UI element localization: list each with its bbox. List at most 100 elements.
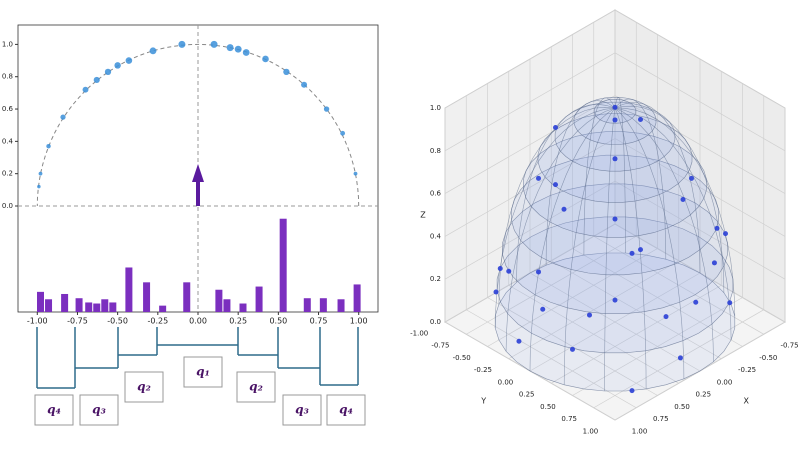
y-tick-label: 0.6 (2, 105, 14, 113)
dome-meridian (604, 107, 616, 392)
z-tick-label: 0.0 (430, 318, 441, 326)
z-tick-label: 0.2 (430, 275, 441, 283)
arrow-head (192, 164, 204, 182)
point (226, 44, 234, 52)
point (38, 171, 43, 176)
bar (85, 302, 93, 312)
dome-meridian (614, 107, 685, 379)
grid-line (444, 180, 616, 280)
q-box (326, 394, 366, 426)
point-3d (506, 268, 512, 274)
point-3d (612, 117, 618, 123)
z-tick-label: 0.4 (430, 232, 442, 240)
point (234, 45, 242, 53)
y-tick-label: -0.75 (431, 342, 449, 350)
point-3d (540, 306, 546, 312)
dome-meridian (614, 96, 626, 254)
z-tick-label: 0.8 (430, 147, 441, 155)
point (353, 171, 358, 176)
point-3d (612, 216, 618, 222)
bar (215, 289, 223, 312)
y-tick-label: -1.00 (410, 329, 428, 337)
point-3d (629, 388, 635, 394)
point (149, 47, 157, 55)
point (178, 40, 186, 48)
dome-meridian (494, 107, 616, 329)
q-box (183, 356, 223, 388)
bar (45, 299, 53, 312)
point (340, 130, 346, 136)
grid-line (614, 52, 786, 152)
dome-meridian (516, 103, 616, 283)
y-tick-label: -0.25 (474, 366, 492, 374)
q-box (79, 394, 119, 426)
bar (239, 303, 247, 312)
x-tick-label: 0.50 (674, 403, 690, 411)
point-3d (561, 206, 567, 212)
y-tick-label: 0.25 (519, 391, 535, 399)
dome-meridian (614, 107, 732, 340)
point-3d (612, 104, 618, 110)
point (283, 68, 290, 76)
point-3d (723, 231, 728, 237)
grid-line (529, 272, 701, 372)
q-label: q₁ (196, 365, 210, 379)
dome-meridian (545, 100, 616, 266)
dome-meridian (614, 105, 725, 293)
y-tick-label: 0.8 (2, 73, 13, 81)
y-tick-label: 0.75 (561, 415, 577, 423)
x-tick-label: 0.50 (269, 317, 287, 326)
z-tick-label: 0.6 (430, 190, 442, 198)
dome-meridian (529, 107, 616, 372)
x-tick-label: 0.00 (717, 378, 733, 386)
x-tick-label: 1.00 (350, 317, 368, 326)
x-tick-label: -0.25 (738, 366, 756, 374)
point-3d (693, 299, 699, 305)
x-tick-label: -0.50 (107, 317, 128, 326)
x-tick-label: 1.00 (632, 427, 648, 435)
x-tick-label: -1.00 (27, 317, 48, 326)
dome-meridian (505, 107, 616, 352)
bar (319, 298, 327, 312)
point-3d (497, 265, 503, 271)
bar (337, 299, 345, 312)
x-axis-label: X (744, 397, 750, 406)
point-3d (714, 225, 720, 231)
point-3d (553, 182, 558, 188)
point (125, 57, 133, 64)
x-tick-label: 0.00 (189, 317, 207, 326)
reference-semicircle (36, 43, 360, 207)
grid-line (487, 248, 658, 347)
grid-line (614, 138, 786, 237)
bar (279, 218, 287, 312)
bar (353, 284, 361, 312)
point-3d (612, 156, 618, 162)
point-3d (587, 312, 592, 318)
point-3d (493, 289, 499, 295)
grid-line (444, 138, 616, 237)
y-tick-label: 0.0 (2, 202, 13, 210)
z-axis-label: Z (420, 211, 426, 220)
grid-line (444, 52, 616, 152)
point-3d (536, 175, 541, 181)
point-3d (689, 175, 694, 181)
point (104, 68, 112, 76)
dome-meridian (563, 107, 616, 385)
y-tick-label: 1.0 (2, 40, 13, 48)
point (60, 114, 66, 120)
y-tick-label: 1.00 (583, 427, 599, 435)
x-tick-label: 0.75 (310, 317, 328, 326)
bar (183, 282, 191, 312)
y-axis-label: Y (480, 397, 486, 406)
bar (125, 267, 133, 312)
bar (143, 282, 151, 312)
dome-meridian (614, 98, 667, 260)
x-tick-label: -0.50 (759, 354, 777, 362)
q-label: q₃ (295, 403, 309, 417)
bar (223, 299, 231, 312)
point-3d (680, 196, 686, 202)
q-label: q₃ (92, 403, 106, 417)
q-label: q₂ (249, 380, 263, 394)
